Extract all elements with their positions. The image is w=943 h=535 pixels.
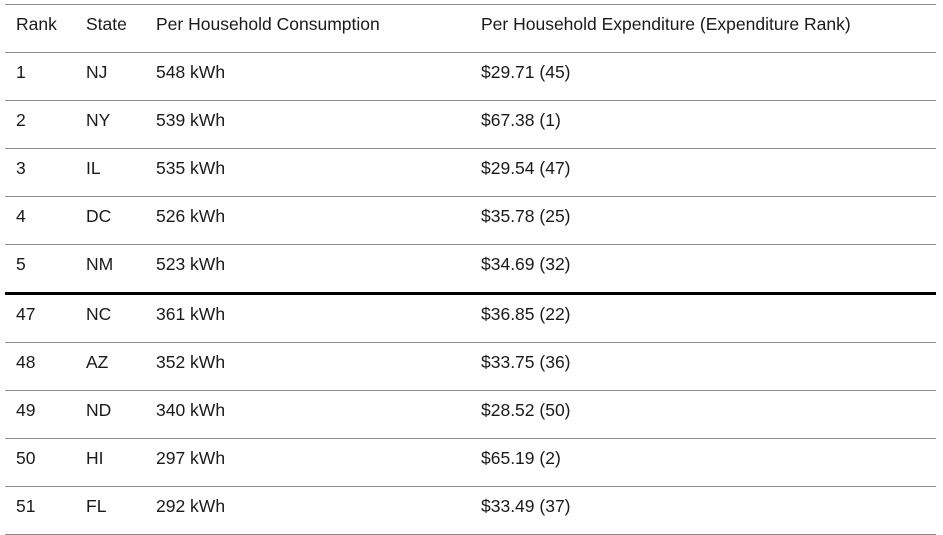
cell-rank: 3 [16, 158, 26, 178]
cell-rank: 49 [16, 400, 36, 420]
cell-consumption: 292 kWh [156, 496, 226, 516]
column-header-state: State [86, 14, 127, 34]
cell-state: ND [86, 400, 112, 420]
cell-consumption: 352 kWh [156, 352, 226, 372]
cell-expenditure: $65.19 (2) [481, 448, 561, 468]
cell-consumption: 535 kWh [156, 158, 226, 178]
cell-consumption: 548 kWh [156, 62, 226, 82]
cell-consumption: 361 kWh [156, 304, 226, 324]
cell-consumption: 539 kWh [156, 110, 226, 130]
table-row: 49 ND 340 kWh $28.52 (50) [5, 391, 936, 439]
table-row: 51 FL 292 kWh $33.49 (37) [5, 487, 936, 535]
cell-rank: 51 [16, 496, 36, 516]
cell-consumption: 523 kWh [156, 254, 226, 274]
household-electricity-table: Rank State Per Household Consumption Per… [5, 4, 936, 535]
cell-rank: 47 [16, 304, 36, 324]
column-header-rank: Rank [16, 14, 57, 34]
cell-expenditure: $34.69 (32) [481, 254, 571, 274]
cell-expenditure: $33.49 (37) [481, 496, 571, 516]
table-row: 3 IL 535 kWh $29.54 (47) [5, 149, 936, 197]
cell-consumption: 297 kWh [156, 448, 226, 468]
cell-expenditure: $36.85 (22) [481, 304, 571, 324]
cell-state: HI [86, 448, 104, 468]
cell-consumption: 340 kWh [156, 400, 226, 420]
cell-state: NJ [86, 62, 108, 82]
cell-rank: 48 [16, 352, 36, 372]
cell-expenditure: $33.75 (36) [481, 352, 571, 372]
cell-state: AZ [86, 352, 109, 372]
cell-state: NC [86, 304, 112, 324]
cell-expenditure: $29.54 (47) [481, 158, 571, 178]
column-header-expenditure: Per Household Expenditure (Expenditure R… [481, 14, 851, 34]
table-row: 2 NY 539 kWh $67.38 (1) [5, 101, 936, 149]
cell-consumption: 526 kWh [156, 206, 226, 226]
cell-rank: 2 [16, 110, 26, 130]
cell-rank: 50 [16, 448, 36, 468]
cell-state: NY [86, 110, 111, 130]
table-row: 4 DC 526 kWh $35.78 (25) [5, 197, 936, 245]
header-row: Rank State Per Household Consumption Per… [5, 5, 936, 53]
cell-state: IL [86, 158, 101, 178]
cell-state: NM [86, 254, 114, 274]
table-row: 5 NM 523 kWh $34.69 (32) [5, 245, 936, 294]
cell-state: FL [86, 496, 107, 516]
cell-rank: 1 [16, 62, 26, 82]
cell-expenditure: $35.78 (25) [481, 206, 571, 226]
table-row: 50 HI 297 kWh $65.19 (2) [5, 439, 936, 487]
table-row: 48 AZ 352 kWh $33.75 (36) [5, 343, 936, 391]
cell-expenditure: $29.71 (45) [481, 62, 571, 82]
cell-expenditure: $28.52 (50) [481, 400, 571, 420]
cell-rank: 5 [16, 254, 26, 274]
column-header-consumption: Per Household Consumption [156, 14, 380, 34]
cell-state: DC [86, 206, 112, 226]
table-row-after-section-divider: 47 NC 361 kWh $36.85 (22) [5, 293, 936, 343]
cell-expenditure: $67.38 (1) [481, 110, 561, 130]
table-row: 1 NJ 548 kWh $29.71 (45) [5, 53, 936, 101]
cell-rank: 4 [16, 206, 26, 226]
